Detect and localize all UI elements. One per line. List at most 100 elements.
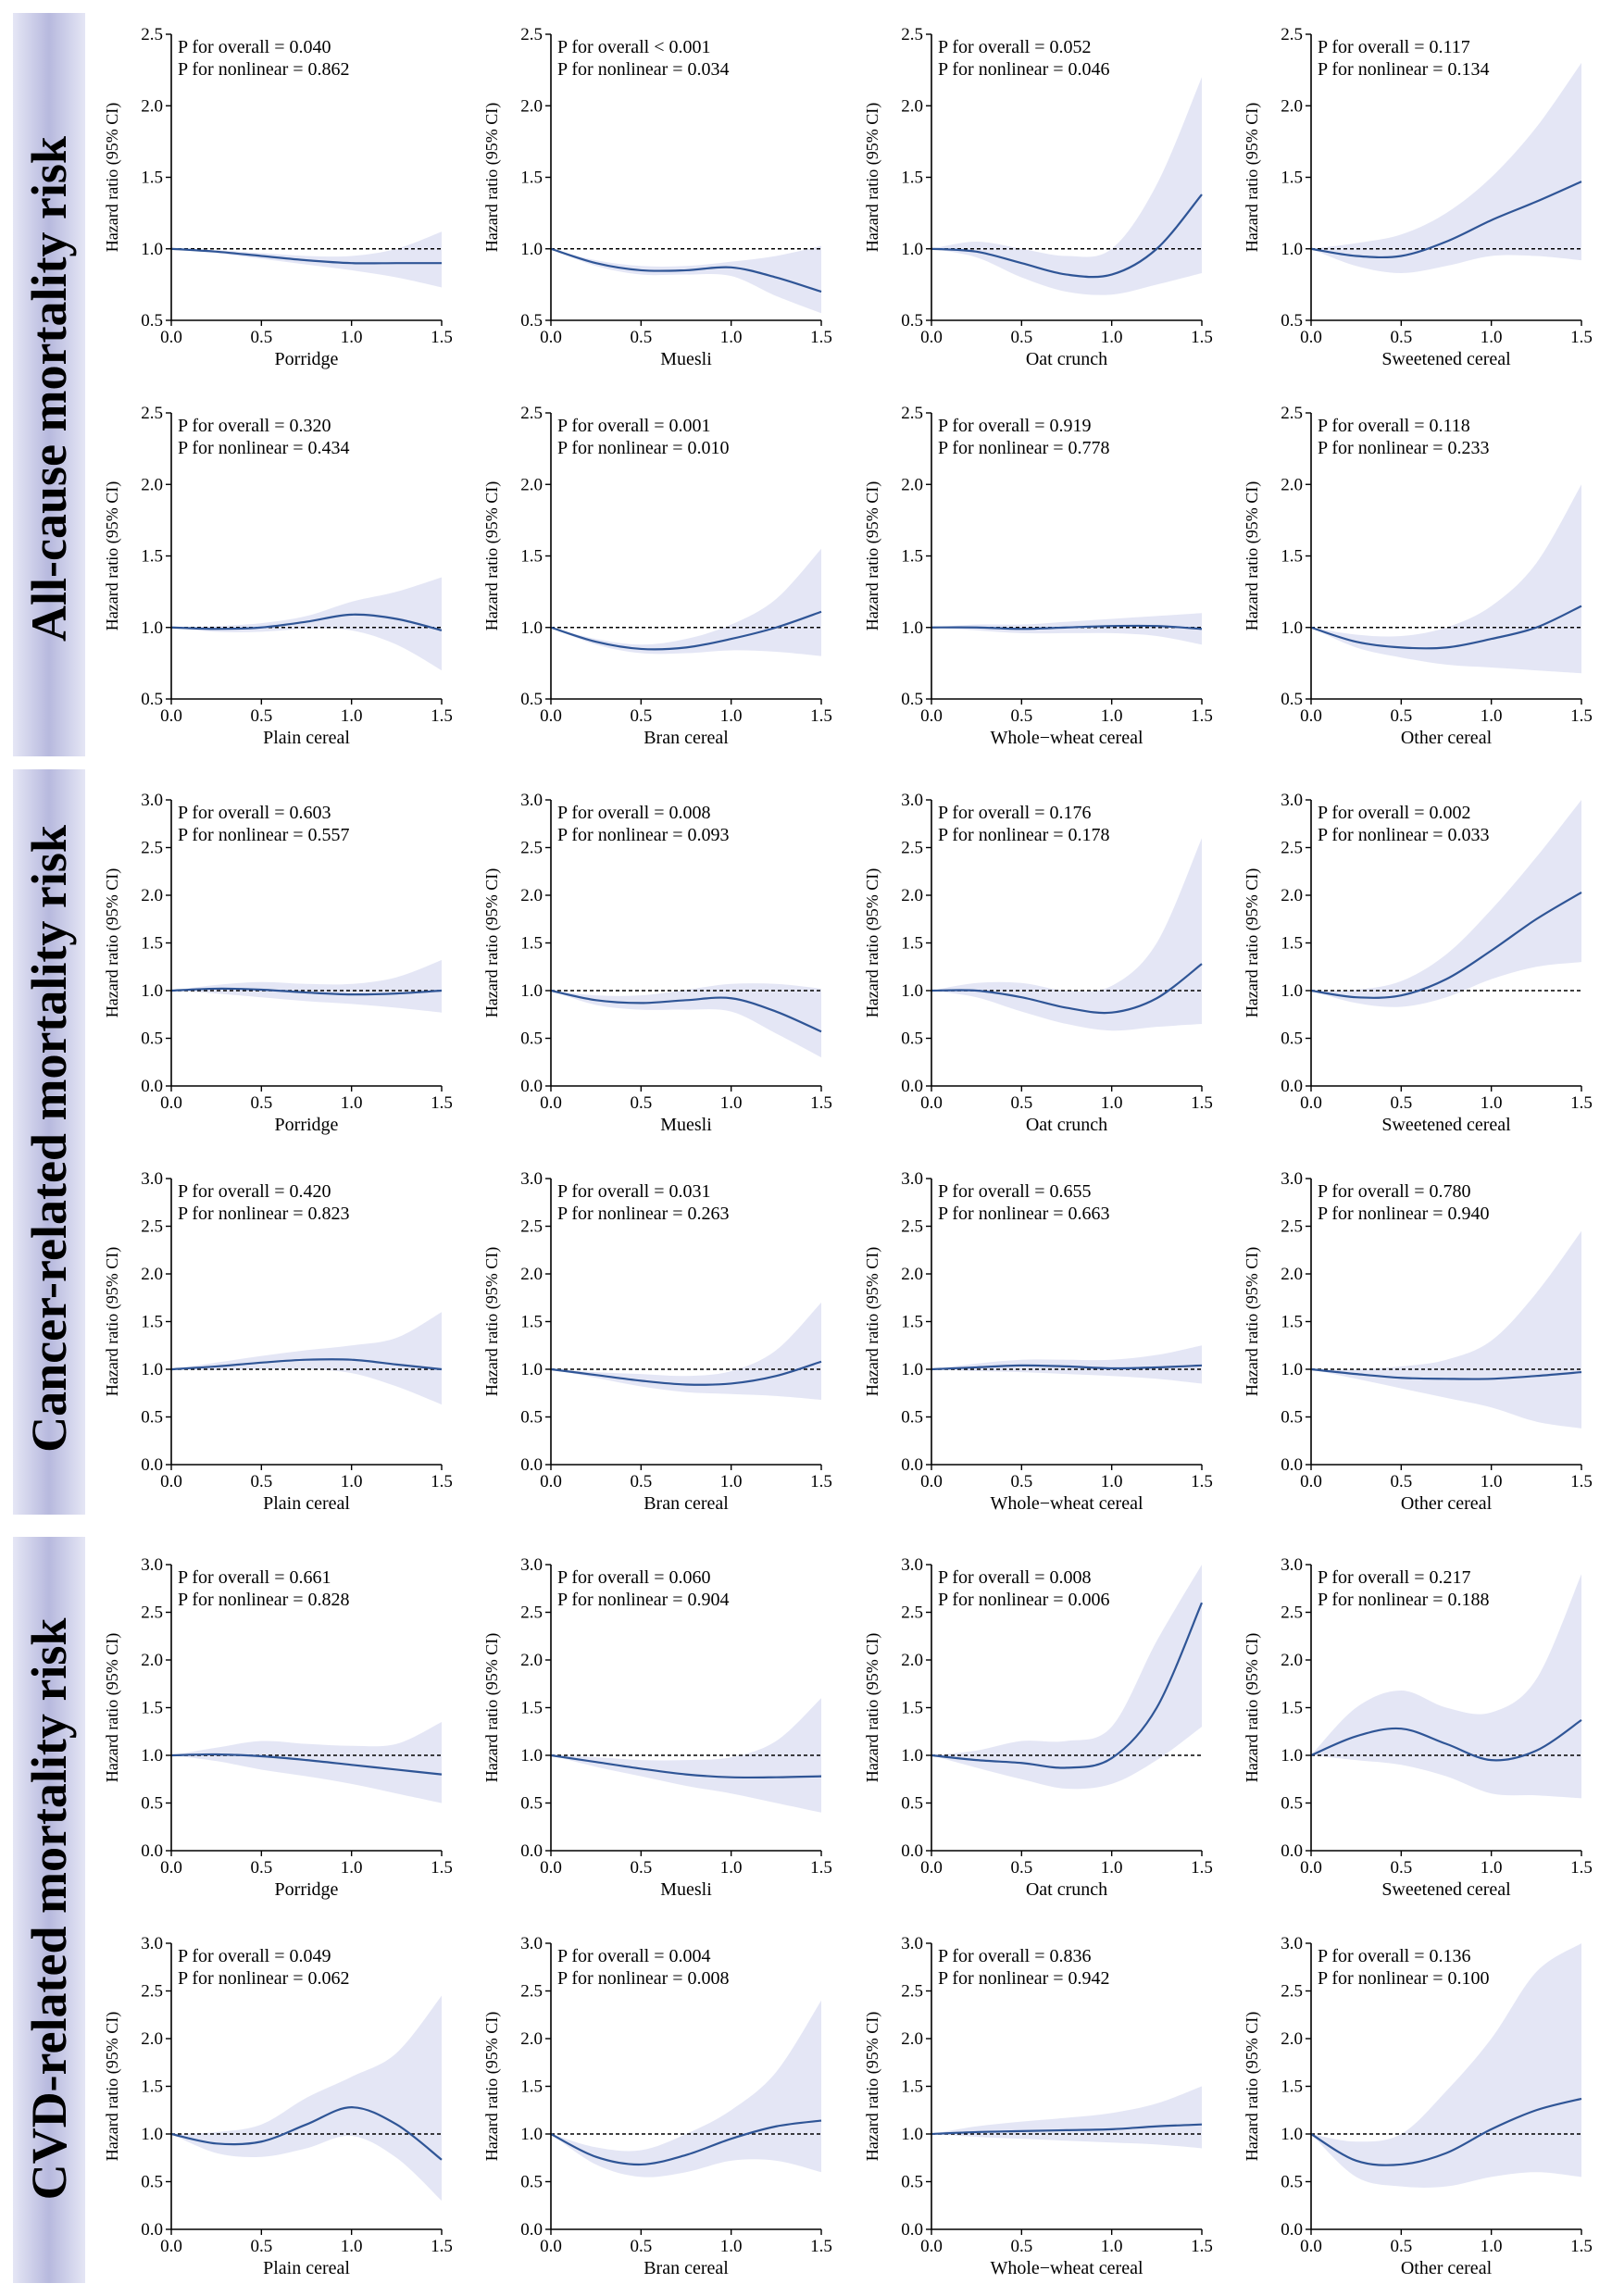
p-overall-annotation: P for overall = 0.031 (557, 1181, 711, 1202)
y-tick-label: 0.5 (901, 2173, 923, 2192)
ci-band (171, 577, 442, 671)
y-tick-label: 0.5 (520, 1408, 543, 1428)
y-tick-label: 2.0 (1281, 96, 1303, 116)
x-axis-label: Oat crunch (1026, 349, 1107, 369)
y-tick-label: 1.5 (901, 2078, 923, 2097)
y-tick-label: 2.5 (520, 25, 543, 44)
y-tick-label: 1.0 (520, 240, 543, 259)
x-tick-label: 0.0 (540, 1093, 562, 1113)
ci-band (1311, 484, 1581, 674)
y-axis-label: Hazard ratio (95% CI) (863, 481, 882, 630)
y-tick-label: 2.5 (141, 25, 163, 44)
x-tick-label: 1.0 (1481, 1858, 1503, 1878)
y-tick-label: 1.0 (1281, 1746, 1303, 1766)
y-tick-label: 2.5 (520, 1217, 543, 1237)
hr-curve (931, 193, 1203, 279)
y-tick-label: 2.5 (901, 404, 923, 423)
p-overall-annotation: P for overall = 0.919 (938, 416, 1092, 436)
ci-band (551, 1698, 821, 1813)
ci-band (551, 245, 821, 314)
y-tick-label: 2.0 (141, 2029, 163, 2049)
ci-band (171, 1312, 442, 1405)
p-overall-annotation: P for overall = 0.420 (178, 1181, 331, 1202)
chart-panel: 0.0 0.5 1.0 1.5 2.0 2.5 3.0 0.0 0.5 1.0 1.5 Sweeten… (1243, 791, 1593, 1135)
hr-curve (931, 1364, 1203, 1371)
hr-curve (931, 1602, 1204, 1769)
p-nonlinear-annotation: P for nonlinear = 0.046 (938, 59, 1110, 80)
x-tick-label: 1.5 (1570, 2237, 1593, 2256)
y-tick-label: 0.0 (1281, 1841, 1303, 1861)
x-tick-label: 0.0 (160, 706, 182, 726)
section-label: All-cause mortality risk (21, 136, 77, 642)
x-tick-label: 1.5 (431, 1472, 453, 1491)
p-overall-annotation: P for overall = 0.052 (938, 37, 1092, 57)
y-axis-label: Hazard ratio (95% CI) (482, 481, 502, 630)
p-nonlinear-annotation: P for nonlinear = 0.942 (938, 1968, 1110, 1989)
y-tick-label: 1.5 (141, 1313, 163, 1332)
y-axis-label: Hazard ratio (95% CI) (1243, 2012, 1262, 2161)
x-tick-label: 1.5 (810, 2237, 832, 2256)
p-overall-annotation: P for overall = 0.060 (557, 1567, 711, 1588)
y-axis-label: Hazard ratio (95% CI) (1243, 1633, 1262, 1782)
y-tick-label: 2.0 (901, 886, 923, 905)
p-overall-annotation: P for overall = 0.176 (938, 803, 1092, 823)
y-tick-label: 0.5 (901, 1794, 923, 1814)
y-tick-label: 0.0 (901, 1077, 923, 1096)
y-tick-label: 0.5 (520, 690, 543, 709)
y-tick-label: 2.0 (901, 96, 923, 116)
y-tick-label: 0.5 (141, 690, 163, 709)
p-nonlinear-annotation: P for nonlinear = 0.263 (557, 1204, 730, 1224)
y-tick-label: 1.0 (141, 240, 163, 259)
y-tick-label: 2.0 (141, 1265, 163, 1284)
x-tick-label: 1.5 (1191, 1858, 1213, 1878)
x-tick-label: 0.0 (1300, 1858, 1322, 1878)
x-tick-label: 0.0 (540, 706, 562, 726)
x-tick-label: 0.0 (540, 1858, 562, 1878)
y-tick-label: 2.5 (141, 1603, 163, 1623)
ci-band (551, 548, 821, 656)
y-tick-label: 1.0 (901, 2125, 923, 2144)
y-tick-label: 1.5 (1281, 168, 1303, 188)
x-tick-label: 1.0 (1101, 2237, 1123, 2256)
y-tick-label: 2.5 (141, 1982, 163, 2002)
x-tick-label: 1.0 (341, 1472, 363, 1491)
chart-panel: 0.0 0.5 1.0 1.5 2.0 2.5 3.0 0.0 0.5 1.0 1.5 Muesli H… (482, 1555, 832, 1900)
x-axis-label: Whole−wheat cereal (990, 2258, 1143, 2278)
y-tick-label: 0.5 (901, 1408, 923, 1428)
y-tick-label: 0.0 (520, 1841, 543, 1861)
x-tick-label: 1.0 (341, 706, 363, 726)
y-tick-label: 2.0 (520, 1265, 543, 1284)
chart-panel: 0.0 0.5 1.0 1.5 2.0 2.5 3.0 0.0 0.5 1.0 1.5 Bran ce… (482, 1934, 832, 2278)
hr-curve (550, 1360, 822, 1386)
y-tick-label: 2.0 (901, 475, 923, 494)
x-tick-label: 1.5 (810, 1472, 832, 1491)
x-tick-label: 0.5 (1010, 1093, 1032, 1113)
y-tick-label: 1.5 (141, 1699, 163, 1718)
x-tick-label: 1.0 (341, 1858, 363, 1878)
y-tick-label: 0.5 (141, 1794, 163, 1814)
y-axis-label: Hazard ratio (95% CI) (863, 103, 882, 252)
y-tick-label: 1.0 (520, 1360, 543, 1379)
y-tick-label: 1.5 (901, 1699, 923, 1718)
x-axis-label: Bran cereal (644, 2258, 729, 2278)
y-tick-label: 0.0 (141, 1841, 163, 1861)
y-tick-label: 0.5 (1281, 1408, 1303, 1428)
y-tick-label: 1.5 (520, 1699, 543, 1718)
x-tick-label: 1.5 (431, 1858, 453, 1878)
y-axis-label: Hazard ratio (95% CI) (863, 2012, 882, 2161)
chart-panel: 0.0 0.5 1.0 1.5 2.0 2.5 3.0 0.0 0.5 1.0 1.5 Oat cru… (863, 791, 1213, 1135)
y-tick-label: 0.0 (901, 1455, 923, 1475)
y-tick-label: 2.0 (141, 96, 163, 116)
p-nonlinear-annotation: P for nonlinear = 0.940 (1318, 1204, 1490, 1224)
x-tick-label: 0.0 (1300, 1093, 1322, 1113)
x-tick-label: 0.0 (540, 328, 562, 347)
ci-band (931, 1345, 1202, 1384)
x-tick-label: 1.5 (1570, 1858, 1593, 1878)
ci-band (931, 838, 1202, 1031)
y-tick-label: 2.0 (901, 1265, 923, 1284)
y-tick-label: 0.0 (901, 2220, 923, 2240)
x-tick-label: 0.5 (250, 706, 272, 726)
y-tick-label: 2.0 (520, 1651, 543, 1670)
p-overall-annotation: P for overall = 0.661 (178, 1567, 331, 1588)
